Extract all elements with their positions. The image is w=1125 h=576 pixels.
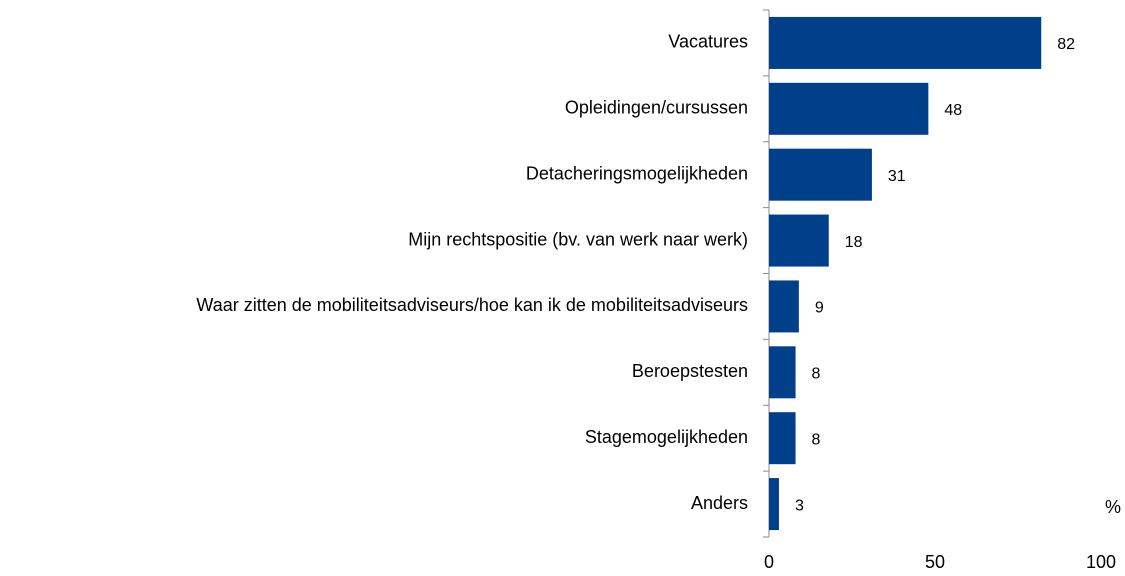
value-label: 18 [845, 234, 863, 251]
category-label: Mijn rechtspositie (bv. van werk naar we… [408, 229, 748, 249]
bar [769, 280, 799, 333]
bar [769, 412, 796, 465]
x-tick-label: 50 [925, 552, 945, 572]
bar [769, 148, 872, 201]
value-label: 9 [815, 300, 824, 317]
category-label: Beroepstesten [632, 361, 748, 381]
x-tick-label: 0 [764, 552, 774, 572]
category-label: Waar zitten de mobiliteitsadviseurs/hoe … [196, 295, 748, 315]
value-label: 82 [1057, 36, 1075, 53]
category-label: Detacheringsmogelijkheden [526, 163, 748, 183]
value-label: 8 [812, 366, 821, 383]
value-label: 8 [812, 431, 821, 448]
value-label: 48 [944, 102, 962, 119]
bar [769, 346, 796, 399]
bar [769, 82, 929, 135]
x-tick-label: 100 [1086, 552, 1116, 572]
category-label: Anders [691, 493, 748, 513]
category-label: Vacatures [668, 32, 748, 52]
value-label: 31 [888, 168, 906, 185]
axis-unit-label: % [1105, 497, 1121, 517]
bar [769, 16, 1042, 69]
bar [769, 214, 829, 267]
value-label: 3 [795, 497, 804, 514]
category-label: Stagemogelijkheden [585, 427, 748, 447]
category-label: Opleidingen/cursussen [565, 98, 748, 118]
bar [769, 478, 779, 531]
